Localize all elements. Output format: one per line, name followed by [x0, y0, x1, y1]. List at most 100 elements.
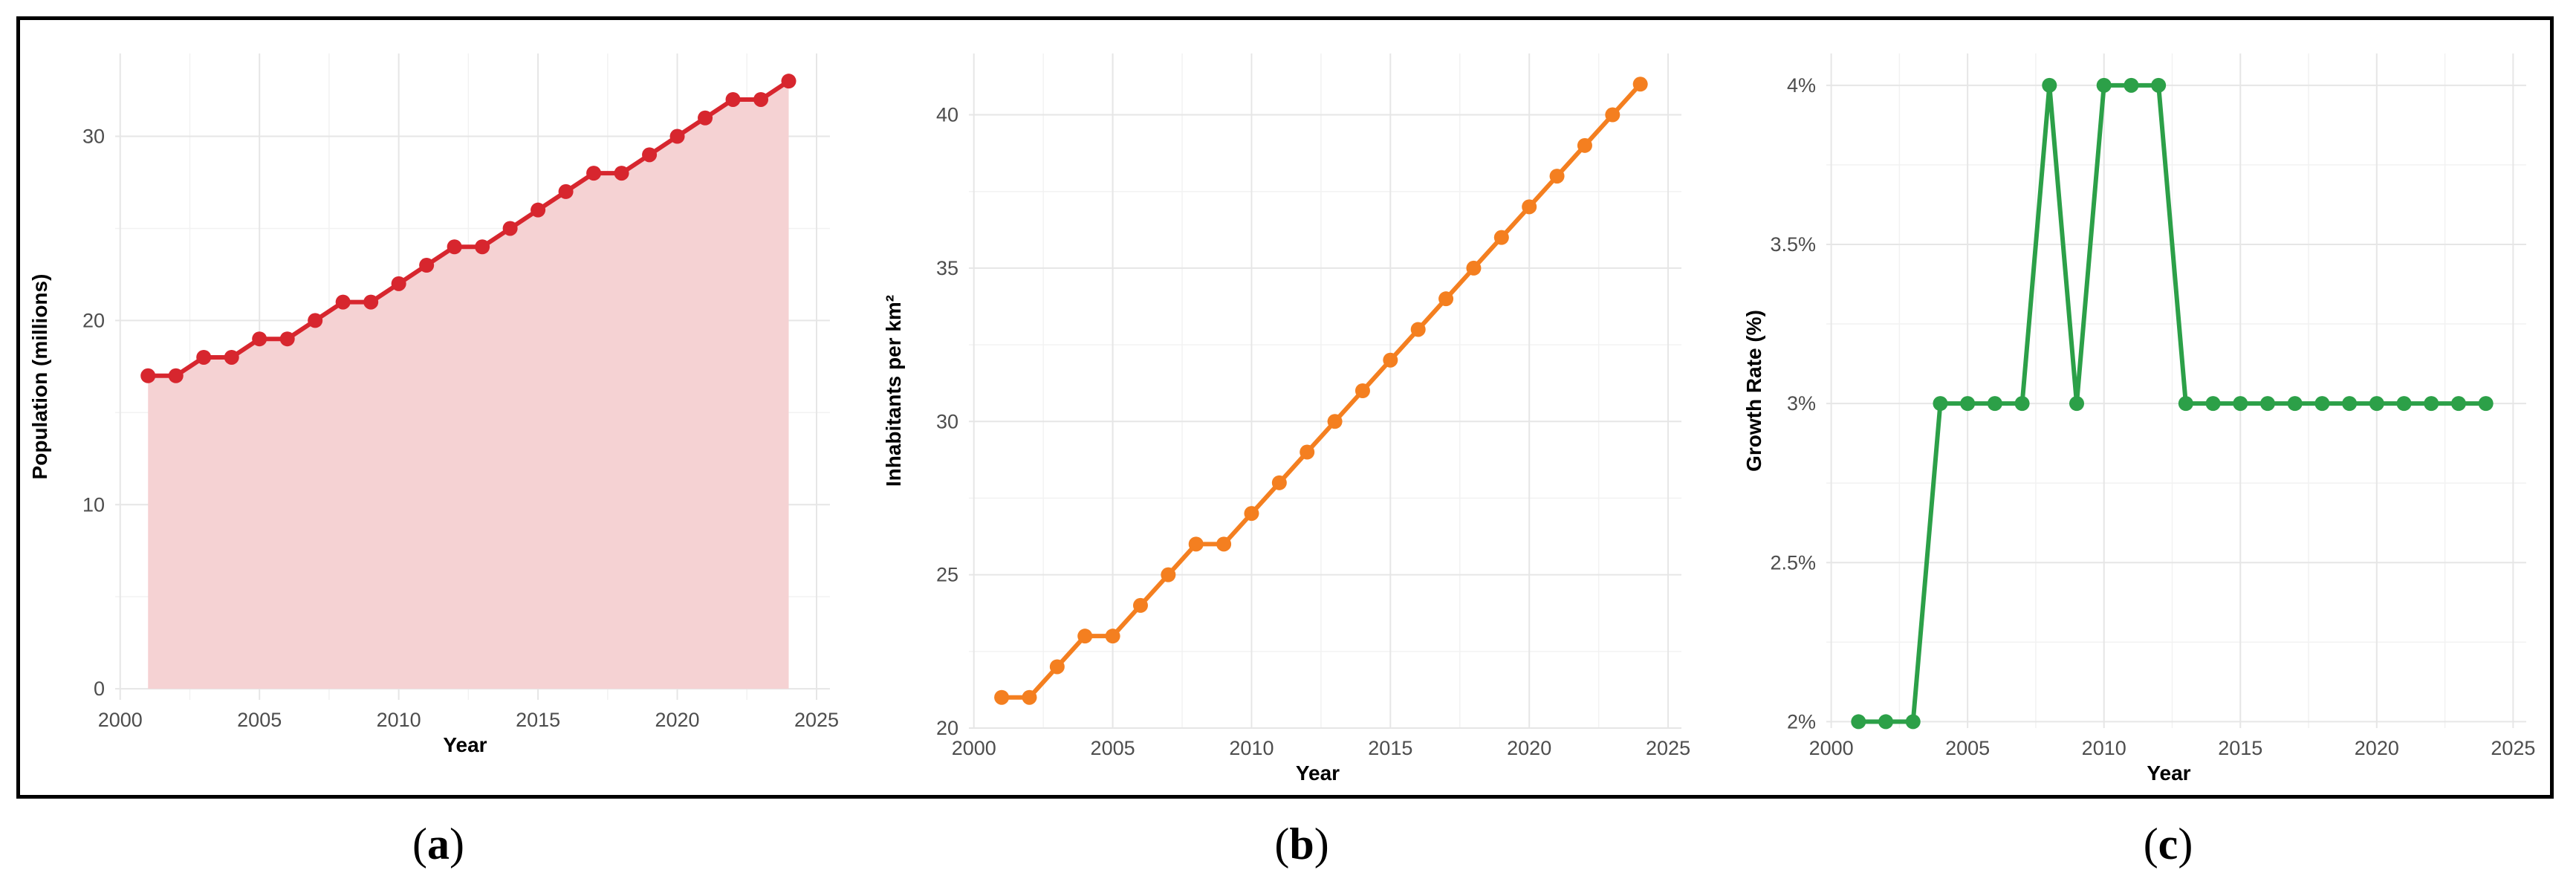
- chart-b-data-point: [1549, 169, 1565, 184]
- chart-b-svg: 2000 2005 2010 2015 2020 20252025303540YearIn…: [882, 53, 1690, 785]
- chart-a-y-tick-label: 30: [82, 126, 105, 148]
- chart-b: 2000 2005 2010 2015 2020 2025 20 25 30 35 40 Year In…: [868, 16, 1690, 799]
- chart-c-data-point: [2314, 396, 2330, 412]
- chart-c-y-tick-label: 4%: [1787, 74, 1816, 97]
- chart-c-data-point: [1933, 396, 1948, 412]
- chart-a-x-tick-label: 2010: [377, 709, 421, 731]
- chart-b-data-point: [1132, 597, 1148, 613]
- chart-c-y-tick-label: 2.5%: [1770, 551, 1816, 574]
- chart-b-y-tick-label: 30: [936, 410, 958, 432]
- chart-a-data-point: [753, 91, 769, 107]
- chart-c-data-point: [1905, 714, 1921, 730]
- chart-c-data-point: [2369, 396, 2384, 412]
- chart-b-data-point: [1577, 137, 1592, 153]
- chart-b-y-tick-label: 20: [936, 717, 958, 739]
- chart-b-y-tick-label: 25: [936, 564, 958, 586]
- chart-b-data-point: [1632, 77, 1648, 92]
- chart-a-data-point: [335, 294, 351, 310]
- chart-a-x-tick-label: 2000: [98, 709, 143, 731]
- chart-c-svg: 2000 2005 2010 2015 2020 2025 2% 2.5% 3% 3.5% 4% Ye…: [1742, 53, 2535, 785]
- chart-b-y-tick-label: 35: [936, 257, 958, 279]
- chart-b-data-point: [1383, 352, 1398, 368]
- chart-a-data-point: [308, 313, 323, 328]
- chart-b-data-point: [1022, 689, 1037, 705]
- chart-b-data-point: [1605, 107, 1620, 123]
- chart-c-data-point: [1960, 396, 1976, 412]
- chart-b-data-point: [1216, 536, 1232, 552]
- chart-b-data-point: [1466, 260, 1482, 276]
- caption-a: (a): [412, 819, 464, 868]
- chart-c-x-tick-label: 2020: [2355, 737, 2399, 759]
- chart-a-data-point: [586, 166, 602, 181]
- chart-a-y-tick-label: 0: [94, 678, 105, 700]
- chart-a-data-point: [475, 239, 490, 255]
- chart-a-data-point: [725, 91, 741, 107]
- chart-c-data-point: [2233, 396, 2248, 412]
- chart-c-data-point: [1878, 714, 1894, 730]
- chart-c-y-tick-label: 2%: [1787, 710, 1816, 733]
- chart-c-data-point: [1987, 396, 2002, 412]
- chart-c-y-axis-title: Growth Rate (%): [1742, 310, 1765, 472]
- chart-a-data-point: [642, 147, 658, 163]
- chart-b-data-point: [1049, 659, 1065, 675]
- chart-c-x-tick-label: 2000: [1809, 737, 1854, 759]
- chart-a-data-point: [669, 129, 685, 144]
- chart-c-y-tick-label: 3.5%: [1770, 233, 1816, 256]
- chart-b-data-point: [1327, 414, 1343, 429]
- chart-b-data-point: [1410, 322, 1426, 337]
- chart-a-data-point: [531, 202, 546, 218]
- chart-b-data-point: [1188, 536, 1204, 552]
- chart-a-data-point: [419, 258, 435, 273]
- chart-b-x-tick-label: 2020: [1507, 737, 1551, 759]
- chart-b-y-axis-title: Inhabitants per km²: [882, 295, 905, 487]
- chart-c-y-tick-label: 3%: [1787, 392, 1816, 415]
- chart-a-data-point: [502, 221, 518, 236]
- chart-b-data-point: [1271, 475, 1287, 490]
- chart-b-data-point: [1354, 383, 1370, 398]
- caption-a-letter: a: [427, 819, 450, 868]
- caption-b: (b): [1274, 819, 1329, 868]
- chart-b-x-tick-label: 2025: [1646, 737, 1690, 759]
- caption-c: (c): [2143, 819, 2193, 868]
- chart-c-data-point: [2287, 396, 2303, 412]
- chart-a-area-fill: [148, 81, 789, 689]
- chart-c-data-point: [2424, 396, 2439, 412]
- chart-a-y-tick-label: 20: [82, 309, 105, 331]
- chart-b-data-point: [1077, 629, 1093, 644]
- chart-a-data-point: [279, 331, 295, 347]
- chart-a-data-point: [168, 368, 184, 383]
- chart-b-data-point: [1244, 506, 1259, 522]
- chart-c-data-point: [2478, 396, 2494, 412]
- chart-a-data-point: [391, 276, 406, 291]
- chart-a-y-tick-label: 10: [82, 493, 105, 516]
- chart-b-x-tick-label: 2010: [1229, 737, 1274, 759]
- chart-a-data-point: [196, 349, 212, 365]
- chart-b-x-tick-label: 2015: [1368, 737, 1412, 759]
- caption-b-letter: b: [1289, 819, 1314, 868]
- chart-c-data-point: [2124, 77, 2139, 93]
- chart-a: 2000 2005 2010 2015 2020 2025 0 10 20 30 Year Popul…: [16, 16, 839, 799]
- chart-c-data-point: [2096, 77, 2112, 93]
- chart-b-data-point: [1493, 230, 1509, 245]
- chart-a-data-point: [447, 239, 462, 255]
- chart-c: 2000 2005 2010 2015 2020 2025 2% 2.5% 3% 3.5% 4% Ye…: [1722, 16, 2540, 799]
- chart-a-x-axis-title: Year: [443, 733, 487, 756]
- chart-a-x-tick-label: 2005: [237, 709, 282, 731]
- chart-c-data-point: [2042, 77, 2057, 93]
- chart-b-data-point: [1438, 291, 1454, 307]
- chart-c-x-tick-label: 2005: [1945, 737, 1990, 759]
- chart-c-data-point: [2396, 396, 2412, 412]
- chart-c-data-point: [2342, 396, 2358, 412]
- chart-c-data-point: [2014, 396, 2030, 412]
- chart-a-svg: 2000 2005 2010 2015 2020 2025 0 10 20 30 Year Popul…: [28, 53, 839, 756]
- chart-b-data-point: [1522, 199, 1537, 215]
- chart-c-data-point: [1851, 714, 1866, 730]
- chart-c-data-point: [2450, 396, 2466, 412]
- chart-a-x-tick-label: 2025: [794, 709, 839, 731]
- chart-a-data-point: [252, 331, 267, 347]
- chart-c-x-tick-label: 2025: [2491, 737, 2535, 759]
- chart-a-x-tick-label: 2020: [655, 709, 700, 731]
- chart-c-x-tick-label: 2015: [2218, 737, 2262, 759]
- chart-a-y-axis-title: Population (millions): [28, 274, 51, 480]
- chart-a-x-tick-label: 2015: [516, 709, 560, 731]
